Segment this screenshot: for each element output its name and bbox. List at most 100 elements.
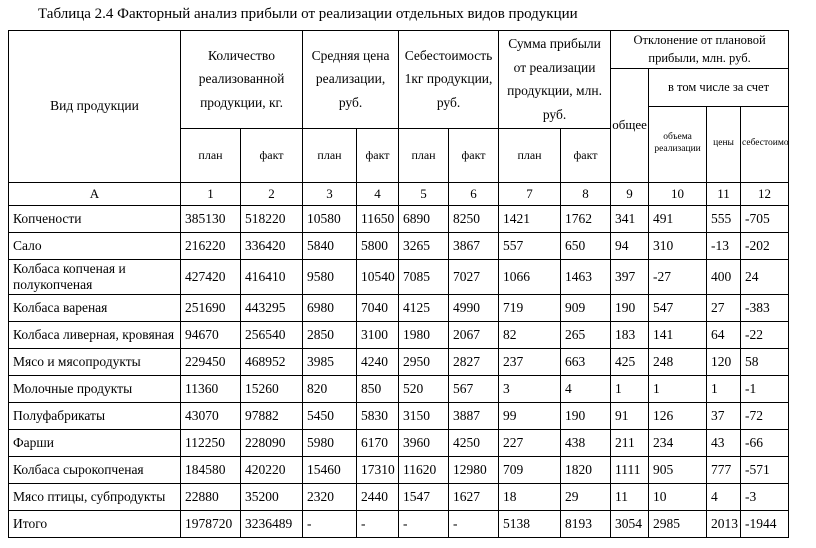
value-cell: 99	[498, 401, 562, 430]
value-cell: 3887	[448, 401, 500, 430]
table-row: Фарши 112250 228090 5980 6170 3960 4250 227 438 2…	[8, 428, 790, 457]
table-title: Таблица 2.4 Факторный анализ прибыли от …	[38, 6, 578, 22]
value-cell: 35200	[239, 482, 304, 511]
value-cell: 24	[740, 258, 790, 295]
value-cell: -	[398, 509, 450, 538]
value-cell: -3	[740, 482, 790, 511]
product-name-cell: Колбаса сырокопченая	[8, 455, 181, 484]
table-row: Молочные продукты 11360 15260 820 850 520 567 3…	[8, 374, 790, 403]
column-index-cell: 4	[356, 181, 400, 206]
header-deviation-including: в том числе за счет	[648, 68, 790, 107]
value-cell: 3236489	[239, 509, 304, 538]
value-cell: -22	[740, 320, 790, 349]
value-cell: -66	[740, 428, 790, 457]
value-cell: -72	[740, 401, 790, 430]
table-row: Мясо птицы, субпродукты 22880 35200 2320 244…	[8, 482, 790, 511]
table-row: Колбаса вареная 251690 443295 6980 7040 4125 4…	[8, 293, 790, 322]
column-index-cell: 5	[398, 181, 450, 206]
value-cell: 248	[648, 347, 708, 376]
value-cell: 518220	[239, 204, 304, 233]
table-body: Копчености 385130 518220 10580 11650 6890 8250…	[8, 204, 790, 538]
value-cell: -383	[740, 293, 790, 322]
value-cell: 1463	[560, 258, 612, 295]
value-cell: 3960	[398, 428, 450, 457]
value-cell: 227	[498, 428, 562, 457]
value-cell: 2013	[706, 509, 742, 538]
column-index-cell: 8	[560, 181, 612, 206]
value-cell: 11360	[180, 374, 241, 403]
value-cell: 64	[706, 320, 742, 349]
value-cell: -27	[648, 258, 708, 295]
table-row: Колбаса ливерная, кровяная 94670 256540 285…	[8, 320, 790, 349]
value-cell: 10	[648, 482, 708, 511]
product-name-cell: Мясо и мясопродукты	[8, 347, 181, 376]
value-cell: 91	[610, 401, 650, 430]
value-cell: 310	[648, 231, 708, 260]
value-cell: 719	[498, 293, 562, 322]
table-row: Колбаса сырокопченая 184580 420220 15460 173…	[8, 455, 790, 484]
value-cell: 416410	[239, 258, 304, 295]
value-cell: 427420	[180, 258, 241, 295]
value-cell: 5450	[302, 401, 358, 430]
value-cell: 3150	[398, 401, 450, 430]
value-cell: 5830	[356, 401, 400, 430]
value-cell: 420220	[239, 455, 304, 484]
value-cell: 211	[610, 428, 650, 457]
value-cell: 5138	[498, 509, 562, 538]
value-cell: 5800	[356, 231, 400, 260]
header-price-group: Средняя цена реализации, руб.	[302, 30, 400, 129]
value-cell: 6980	[302, 293, 358, 322]
table-row: Копчености 385130 518220 10580 11650 6890 8250…	[8, 204, 790, 233]
value-cell: 4990	[448, 293, 500, 322]
header-row-plan-fact: план факт план факт план факт план факт	[9, 127, 789, 183]
product-name-cell: Полуфабрикаты	[8, 401, 181, 430]
value-cell: 3100	[356, 320, 400, 349]
value-cell: 2985	[648, 509, 708, 538]
value-cell: 567	[448, 374, 500, 403]
value-cell: 4240	[356, 347, 400, 376]
value-cell: 11	[610, 482, 650, 511]
value-cell: 4125	[398, 293, 450, 322]
header-plan-cost: план	[398, 127, 450, 183]
value-cell: 650	[560, 231, 612, 260]
value-cell: 58	[740, 347, 790, 376]
header-fact-price: факт	[356, 127, 400, 183]
product-name-cell: Молочные продукты	[8, 374, 181, 403]
column-index-cell: 1	[180, 181, 241, 206]
value-cell: 7027	[448, 258, 500, 295]
value-cell: 94	[610, 231, 650, 260]
value-cell: 1820	[560, 455, 612, 484]
value-cell: 1547	[398, 482, 450, 511]
product-name-cell: Колбаса копченая и полукопченая	[8, 258, 181, 295]
value-cell: 97882	[239, 401, 304, 430]
value-cell: 229450	[180, 347, 241, 376]
value-cell: 7040	[356, 293, 400, 322]
header-product-column: Вид продукции	[8, 30, 181, 183]
value-cell: 112250	[180, 428, 241, 457]
table-header: Вид продукции Количество реализованной п…	[8, 30, 790, 206]
product-name-cell: Итого	[8, 509, 181, 538]
header-plan-profit: план	[498, 127, 562, 183]
value-cell: 9580	[302, 258, 358, 295]
column-index-row: А 1 2 3 4 5 6 7 8 9 10 11 12	[8, 181, 790, 206]
product-name-cell: Колбаса вареная	[8, 293, 181, 322]
value-cell: 1111	[610, 455, 650, 484]
value-cell: -1944	[740, 509, 790, 538]
value-cell: 1066	[498, 258, 562, 295]
column-index-cell: 11	[706, 181, 742, 206]
value-cell: 3985	[302, 347, 358, 376]
value-cell: 400	[706, 258, 742, 295]
value-cell: 5840	[302, 231, 358, 260]
value-cell: 909	[560, 293, 612, 322]
value-cell: 468952	[239, 347, 304, 376]
value-cell: 184580	[180, 455, 241, 484]
table-row: Полуфабрикаты 43070 97882 5450 5830 3150 3887 9…	[8, 401, 790, 430]
value-cell: 6170	[356, 428, 400, 457]
factor-analysis-table: Вид продукции Количество реализованной п…	[8, 30, 790, 538]
header-plan-quantity: план	[180, 127, 241, 183]
value-cell: 94670	[180, 320, 241, 349]
column-index-cell: 10	[648, 181, 708, 206]
column-index-cell: А	[8, 181, 181, 206]
value-cell: 11650	[356, 204, 400, 233]
